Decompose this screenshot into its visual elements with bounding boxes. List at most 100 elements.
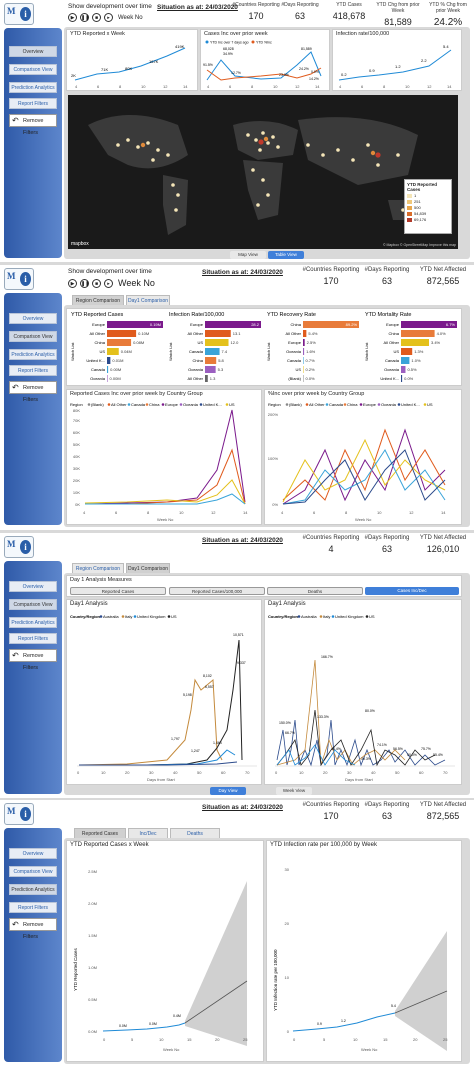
stop-icon[interactable]: ■ [92,13,101,22]
chart-title: %Inc over prior week by Country Group [268,391,365,397]
bar[interactable] [205,321,261,328]
nav-overview[interactable]: Overview [9,848,57,859]
bar[interactable] [401,330,435,337]
bar[interactable] [107,357,111,364]
remove-filters-button[interactable]: ↶ Remove Filters [9,918,57,940]
map-view-button[interactable]: Map View [230,251,266,259]
world-map[interactable]: mapbox © Mapbox © OpenStreetMap Improve … [68,95,458,249]
bar-chart-title: YTD Reported Cases [71,312,124,318]
dev-label: Show development over time [68,3,152,10]
bar[interactable] [303,348,305,355]
bar[interactable] [401,366,406,373]
nav-overview[interactable]: Overview [9,46,57,57]
nav-report-filters[interactable]: Report Filters [9,98,57,109]
measure-cases-per-100k[interactable]: Reported Cases/100,000 [169,587,265,595]
tick-label: 0.0M [88,1029,97,1034]
map-copyright[interactable]: © Mapbox © OpenStreetMap Improve this ma… [382,243,456,247]
bar[interactable] [401,375,403,382]
bar[interactable] [401,357,410,364]
remove-filters-button[interactable]: ↶ Remove Filters [9,114,57,136]
kpi-net-affected: YTD Net Affected 126,010 [419,535,467,554]
remove-filters-button[interactable]: ↶ Remove Filters [9,381,57,403]
pause-icon[interactable]: ❚❚ [80,278,90,288]
measure-reported-cases[interactable]: Reported Cases [70,587,166,595]
nav-report-filters[interactable]: Report Filters [9,365,57,376]
nav-prediction[interactable]: Prediction Analytics [9,617,57,628]
remove-filters-button[interactable]: ↶ Remove Filters [9,649,57,671]
bar[interactable] [107,375,108,382]
play-icon[interactable]: ▶ [68,13,77,22]
legend-item: US [171,614,177,619]
bar[interactable] [401,348,413,355]
nav-report-filters[interactable]: Report Filters [9,633,57,644]
tab-region-comparison[interactable]: Region Comparison [72,295,124,305]
nav-comparison[interactable]: Comparison View [9,64,57,75]
bar[interactable] [107,348,119,355]
tick-label: 200% [268,412,279,417]
bar[interactable] [205,375,208,382]
bar[interactable] [303,357,304,364]
stop-icon[interactable]: ■ [92,278,101,288]
tick-label: 5 [131,1037,134,1042]
data-label: 167K [149,59,159,64]
bar[interactable] [107,330,137,337]
bar[interactable] [107,366,109,373]
day-view-button[interactable]: Day View [210,787,246,795]
bar[interactable] [107,339,132,346]
data-label: 44.4% [331,747,341,751]
bar[interactable] [205,339,229,346]
bar[interactable] [303,366,304,373]
legend-item: Country/Region [70,614,101,619]
tick-label: 12 [409,510,414,515]
tick-label: 0 [77,770,80,775]
tab-region-comparison[interactable]: Region Comparison [72,563,124,573]
bar-value-label: 0.0% [404,376,414,381]
nav-comparison[interactable]: Comparison View [9,599,57,610]
tick-label: 12 [295,84,300,89]
tick-label: 10 [159,1037,164,1042]
bar[interactable] [401,339,429,346]
week-view-button[interactable]: Week View [276,787,312,795]
nav-report-filters[interactable]: Report Filters [9,902,57,913]
tab-day1-comparison[interactable]: Day1 Comparison [126,563,170,573]
bar[interactable] [107,321,163,328]
nav-overview[interactable]: Overview [9,581,57,592]
tab-inc-dec[interactable]: Inc/Dec [128,828,168,838]
tab-deaths[interactable]: Deaths [170,828,220,838]
bar[interactable] [205,348,220,355]
table-view-button[interactable]: Table View [268,251,304,259]
nav-prediction[interactable]: Prediction Analytics [9,884,57,895]
nav-prediction[interactable]: Prediction Analytics [9,82,57,93]
week-no-label: Week No [118,14,143,21]
measure-cases-inc-dec[interactable]: Cases Inc/Dec [365,587,459,595]
kpi-days: #Days Reporting 63 [364,535,410,554]
step-icon[interactable]: ▸ [104,278,113,288]
measure-deaths[interactable]: Deaths [267,587,363,595]
bar[interactable] [205,366,216,373]
nav-overview[interactable]: Overview [9,313,57,324]
play-icon[interactable]: ▶ [68,278,77,288]
nav-prediction[interactable]: Prediction Analytics [9,349,57,360]
bar-chart-title: YTD Mortality Rate [365,312,411,318]
tick-label: 10 [273,84,278,89]
data-label: 166.7% [321,655,333,659]
tick-label: 15 [187,1037,192,1042]
data-label: 0.9 [369,68,375,73]
pause-icon[interactable]: ❚❚ [80,13,90,22]
nav-comparison[interactable]: Comparison View [9,866,57,877]
chart-title: Infection rate/100,000 [336,31,390,37]
data-label: 0.0M [149,1022,157,1026]
bar[interactable] [401,321,457,328]
nav-comparison[interactable]: Comparison View [9,331,57,342]
step-icon[interactable]: ▸ [104,13,113,22]
tab-reported-cases[interactable]: Reported Cases [74,828,126,838]
bar[interactable] [303,339,305,346]
bar[interactable] [303,330,307,337]
tick-label: 14 [441,510,446,515]
tab-day1-comparison[interactable]: Day1 Comparison [126,295,170,305]
bar[interactable] [205,330,231,337]
tick-label: 2.5M [88,869,97,874]
bar[interactable] [205,357,217,364]
bar[interactable] [303,321,359,328]
bar[interactable] [303,375,304,382]
